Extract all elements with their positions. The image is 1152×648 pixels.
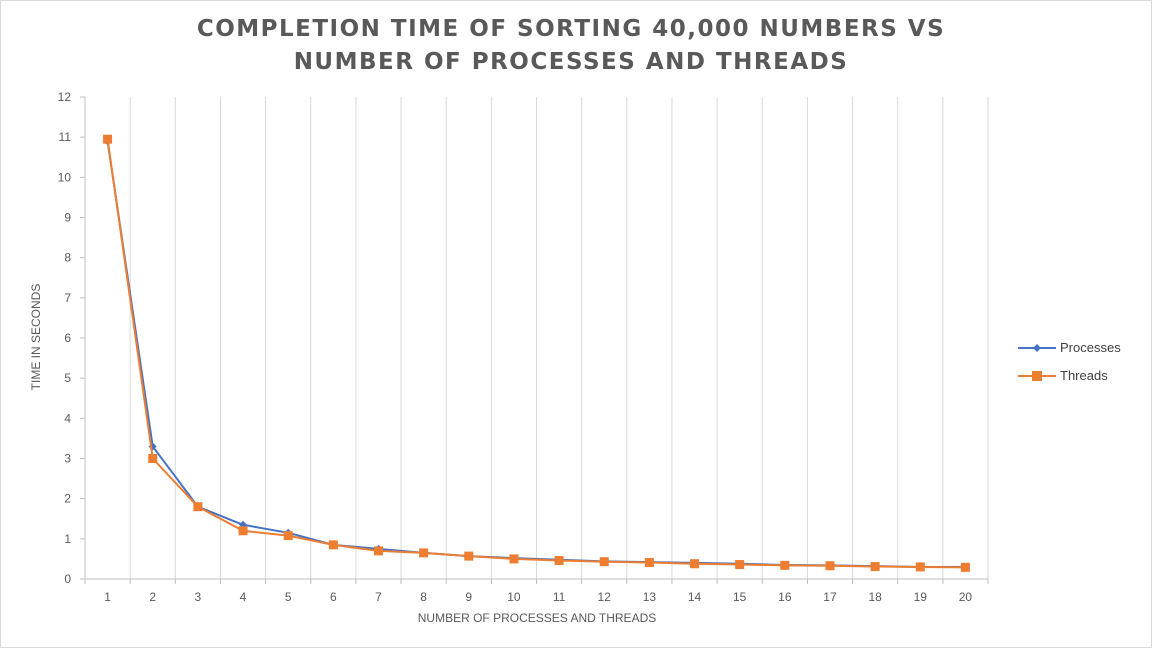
- x-tick-label: 8: [420, 590, 427, 604]
- legend-swatch-processes: [1018, 344, 1056, 352]
- x-axis-title: NUMBER OF PROCESSES AND THREADS: [418, 611, 657, 625]
- chart-title: COMPLETION TIME OF SORTING 40,000 NUMBER…: [81, 13, 1061, 79]
- series-line-threads: [106, 139, 966, 569]
- data-point-threads: [825, 561, 835, 571]
- y-tick-label: 8: [64, 251, 71, 265]
- data-point-threads: [328, 540, 338, 550]
- y-tick-label: 12: [58, 90, 72, 104]
- y-axis-title: TIME IN SECONDS: [29, 284, 43, 391]
- y-tick-label: 2: [64, 492, 71, 506]
- x-tick-label: 19: [914, 590, 928, 604]
- x-tick-label: 5: [285, 590, 292, 604]
- x-tick-label: 2: [149, 590, 156, 604]
- gridlines: [84, 97, 989, 579]
- data-point-threads: [419, 548, 429, 558]
- legend-item-processes: Processes: [1016, 338, 1146, 366]
- y-tick-label: 5: [64, 371, 71, 385]
- data-point-threads: [690, 559, 700, 569]
- x-tick-label: 1: [104, 590, 111, 604]
- data-point-threads: [373, 546, 383, 556]
- x-tick-label: 13: [643, 590, 657, 604]
- x-tick-label: 7: [375, 590, 382, 604]
- data-point-threads: [193, 502, 203, 512]
- y-tick-label: 7: [64, 291, 71, 305]
- data-point-threads: [148, 454, 158, 463]
- data-point-threads: [960, 562, 970, 572]
- x-tick-label: 12: [598, 590, 612, 604]
- data-point-threads: [103, 134, 113, 144]
- x-tick-label: 20: [959, 590, 973, 604]
- y-tick-label: 6: [64, 331, 71, 345]
- x-tick-label: 4: [240, 590, 247, 604]
- y-tick-label: 10: [58, 170, 72, 184]
- data-point-threads: [644, 558, 654, 568]
- x-tick-label: 18: [868, 590, 882, 604]
- x-tick-label: 10: [507, 590, 521, 604]
- x-tick-label: 14: [688, 590, 702, 604]
- data-point-threads: [464, 551, 474, 561]
- y-tick-label: 9: [64, 211, 71, 225]
- y-tick-label: 1: [64, 532, 71, 546]
- x-tick-label: 15: [733, 590, 747, 604]
- data-point-threads: [554, 556, 564, 566]
- x-tick-label: 6: [330, 590, 337, 604]
- x-tick-label: 17: [823, 590, 837, 604]
- y-tick-label: 3: [64, 452, 71, 466]
- series: [103, 134, 970, 572]
- x-tick-label: 3: [195, 590, 202, 604]
- legend: Processes Threads: [1016, 338, 1146, 394]
- x-tick-label: 11: [553, 590, 566, 604]
- y-tick-label: 4: [64, 411, 71, 425]
- x-tick-label: 16: [778, 590, 792, 604]
- data-point-threads: [735, 560, 745, 570]
- data-point-threads: [509, 554, 519, 564]
- data-point-threads: [238, 526, 248, 536]
- y-tick-label: 0: [64, 572, 71, 586]
- data-point-threads: [599, 557, 609, 567]
- legend-label-processes: Processes: [1060, 340, 1121, 355]
- y-tick-label: 11: [59, 130, 72, 144]
- x-tick-label: 9: [465, 590, 472, 604]
- legend-item-threads: Threads: [1016, 366, 1146, 394]
- chart-title-line-2: NUMBER OF PROCESSES AND THREADS: [293, 49, 849, 75]
- series-threads: [103, 134, 970, 572]
- legend-swatch-threads: [1018, 371, 1056, 381]
- data-point-threads: [915, 562, 925, 572]
- data-point-threads: [283, 531, 293, 541]
- chart-title-line-1: COMPLETION TIME OF SORTING 40,000 NUMBER…: [196, 16, 946, 42]
- data-point-threads: [780, 560, 790, 570]
- legend-label-threads: Threads: [1060, 368, 1108, 383]
- data-point-threads: [870, 562, 880, 572]
